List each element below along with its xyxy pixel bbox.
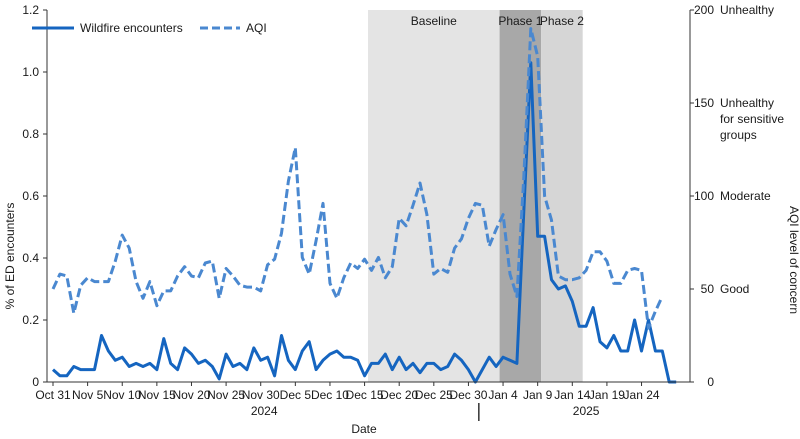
x-tick-label: Jan 19 — [589, 388, 625, 402]
x-tick-label: Dec 5 — [280, 388, 312, 402]
right-tick-category: Unhealthy — [720, 3, 774, 17]
x-tick-label: Dec 20 — [380, 388, 418, 402]
right-tick-category: Good — [720, 282, 749, 296]
x-tick-label: Jan 24 — [624, 388, 660, 402]
right-tick-number: 100 — [694, 189, 714, 203]
left-tick-label: 1.0 — [22, 65, 39, 79]
x-tick-label: Nov 20 — [172, 388, 210, 402]
x-tick-label: Jan 9 — [523, 388, 553, 402]
left-y-axis-title: % of ED encounters — [3, 203, 17, 310]
left-tick-label: 0 — [32, 375, 39, 389]
x-tick-label: Oct 31 — [35, 388, 71, 402]
period-bands — [368, 10, 583, 382]
x-tick-label: Dec 25 — [415, 388, 453, 402]
right-tick-category-line: groups — [720, 128, 757, 142]
year-label: 2024 — [251, 404, 278, 418]
legend: Wildfire encounters AQI — [32, 21, 267, 35]
right-tick-number: 0 — [707, 375, 714, 389]
left-y-axis-ticks: 0 0.2 0.4 0.6 0.8 1.0 1.2 — [22, 3, 47, 389]
wildfire-line — [51, 61, 677, 384]
x-tick-label: Nov 30 — [242, 388, 280, 402]
aqi-line — [51, 27, 664, 330]
right-y-axis-ticks: 0 50 Good 100 Moderate 150 Unhealthy for sensit… — [690, 3, 784, 389]
x-tick-label: Nov 10 — [103, 388, 141, 402]
x-axis-title: Date — [351, 422, 377, 436]
left-tick-label: 1.2 — [22, 3, 39, 17]
period-label-phase2: Phase 2 — [540, 14, 584, 28]
right-y-axis-title: AQI level of concern — [787, 206, 800, 314]
period-label-phase1: Phase 1 — [498, 14, 542, 28]
left-tick-label: 0.8 — [22, 127, 39, 141]
x-tick-label: Nov 15 — [138, 388, 176, 402]
x-tick-label: Dec 10 — [311, 388, 349, 402]
right-tick-number: 200 — [694, 3, 714, 17]
legend-aqi-label: AQI — [246, 21, 267, 35]
left-tick-label: 0.6 — [22, 189, 39, 203]
legend-wildfire-label: Wildfire encounters — [80, 21, 183, 35]
period-band-baseline — [368, 10, 500, 382]
x-tick-label: Nov 25 — [207, 388, 245, 402]
x-tick-label: Jan 14 — [554, 388, 590, 402]
series-lines — [51, 27, 677, 384]
year-label: 2025 — [573, 404, 600, 418]
right-tick-category: Unhealthy — [720, 96, 774, 110]
x-tick-label: Nov 5 — [72, 388, 104, 402]
right-tick-category-line: for sensitive — [720, 112, 784, 126]
year-labels: 2024 2025 — [251, 403, 600, 421]
x-tick-label: Dec 15 — [346, 388, 384, 402]
right-tick-number: 150 — [694, 96, 714, 110]
left-tick-label: 0.4 — [22, 251, 39, 265]
x-tick-label: Dec 30 — [449, 388, 487, 402]
right-tick-category: Moderate — [720, 189, 771, 203]
left-tick-label: 0.2 — [22, 313, 39, 327]
x-tick-label: Jan 4 — [488, 388, 518, 402]
period-label-baseline: Baseline — [411, 14, 457, 28]
right-tick-number: 50 — [701, 282, 715, 296]
period-band-phase2 — [541, 10, 583, 382]
